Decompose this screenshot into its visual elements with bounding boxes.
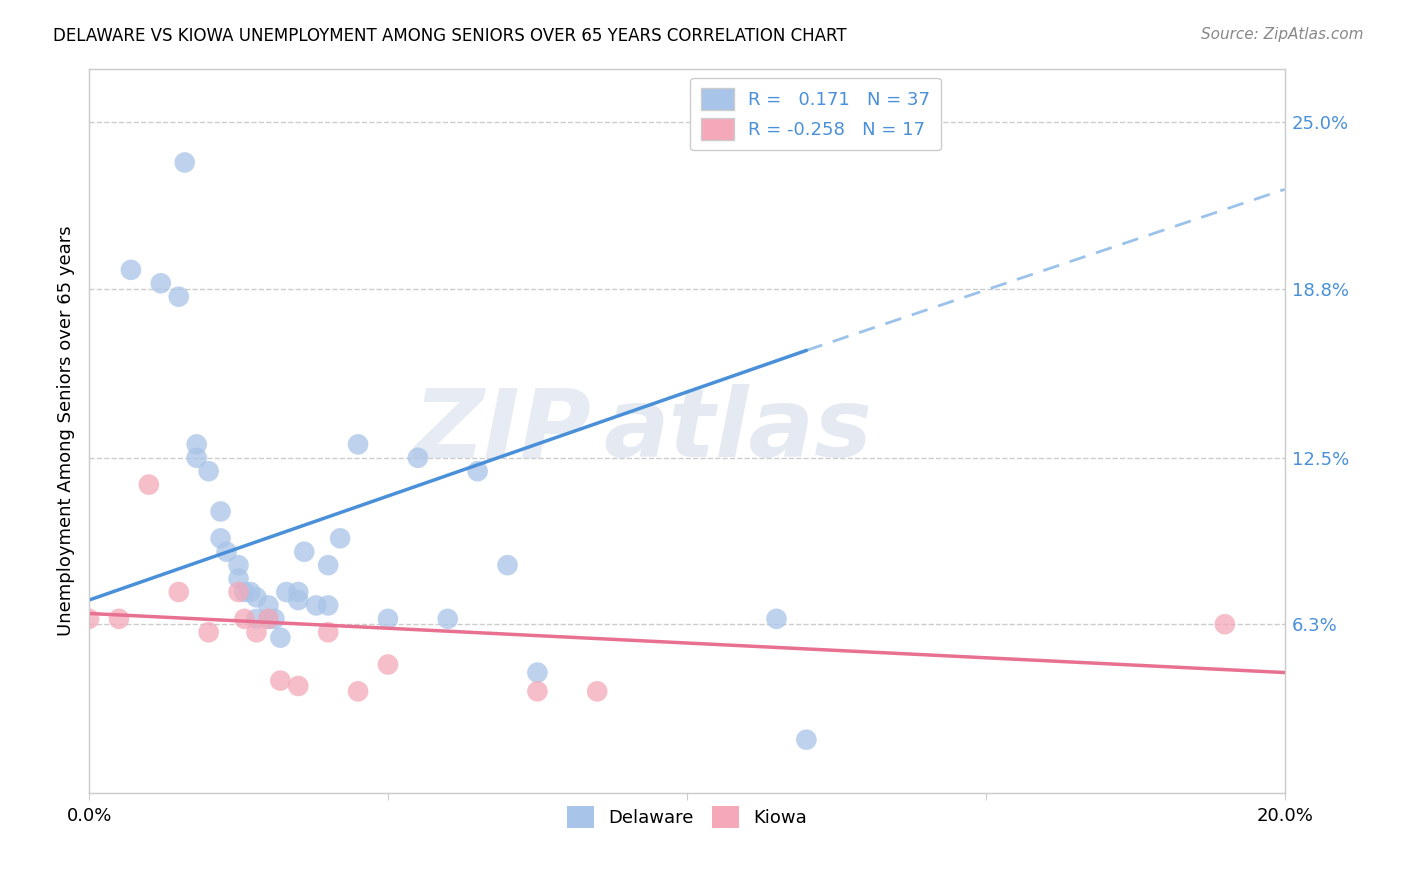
Point xyxy=(467,464,489,478)
Y-axis label: Unemployment Among Seniors over 65 years: Unemployment Among Seniors over 65 years xyxy=(58,226,75,636)
Point xyxy=(233,585,256,599)
Point xyxy=(186,437,208,451)
Point xyxy=(305,599,328,613)
Legend: Delaware, Kiowa: Delaware, Kiowa xyxy=(560,798,814,835)
Point xyxy=(228,558,250,573)
Point xyxy=(233,612,256,626)
Point xyxy=(496,558,519,573)
Point xyxy=(167,585,190,599)
Point xyxy=(263,612,285,626)
Point xyxy=(228,585,250,599)
Point xyxy=(377,657,399,672)
Point xyxy=(276,585,298,599)
Text: ZIP: ZIP xyxy=(413,384,591,477)
Point xyxy=(269,631,291,645)
Point xyxy=(215,545,238,559)
Point xyxy=(120,263,142,277)
Point xyxy=(316,558,339,573)
Point xyxy=(406,450,429,465)
Point xyxy=(287,593,309,607)
Point xyxy=(245,612,267,626)
Point xyxy=(197,464,219,478)
Point xyxy=(316,599,339,613)
Point xyxy=(287,679,309,693)
Point xyxy=(138,477,160,491)
Point xyxy=(245,591,267,605)
Point xyxy=(197,625,219,640)
Text: atlas: atlas xyxy=(603,384,872,477)
Point xyxy=(329,531,352,545)
Point xyxy=(245,625,267,640)
Point xyxy=(316,625,339,640)
Text: Source: ZipAtlas.com: Source: ZipAtlas.com xyxy=(1201,27,1364,42)
Point xyxy=(257,612,280,626)
Point xyxy=(292,545,315,559)
Point xyxy=(186,450,208,465)
Point xyxy=(108,612,131,626)
Point xyxy=(239,585,262,599)
Point xyxy=(149,277,172,291)
Point xyxy=(257,612,280,626)
Point xyxy=(173,155,195,169)
Point xyxy=(347,437,370,451)
Text: DELAWARE VS KIOWA UNEMPLOYMENT AMONG SENIORS OVER 65 YEARS CORRELATION CHART: DELAWARE VS KIOWA UNEMPLOYMENT AMONG SEN… xyxy=(53,27,846,45)
Point xyxy=(1213,617,1236,632)
Point xyxy=(377,612,399,626)
Point xyxy=(526,665,548,680)
Point xyxy=(586,684,609,698)
Point xyxy=(209,531,232,545)
Point xyxy=(269,673,291,688)
Point xyxy=(765,612,787,626)
Point xyxy=(77,612,100,626)
Point xyxy=(796,732,818,747)
Point xyxy=(436,612,458,626)
Point xyxy=(526,684,548,698)
Point xyxy=(257,599,280,613)
Point xyxy=(347,684,370,698)
Point xyxy=(209,504,232,518)
Point xyxy=(167,290,190,304)
Point xyxy=(287,585,309,599)
Point xyxy=(228,572,250,586)
